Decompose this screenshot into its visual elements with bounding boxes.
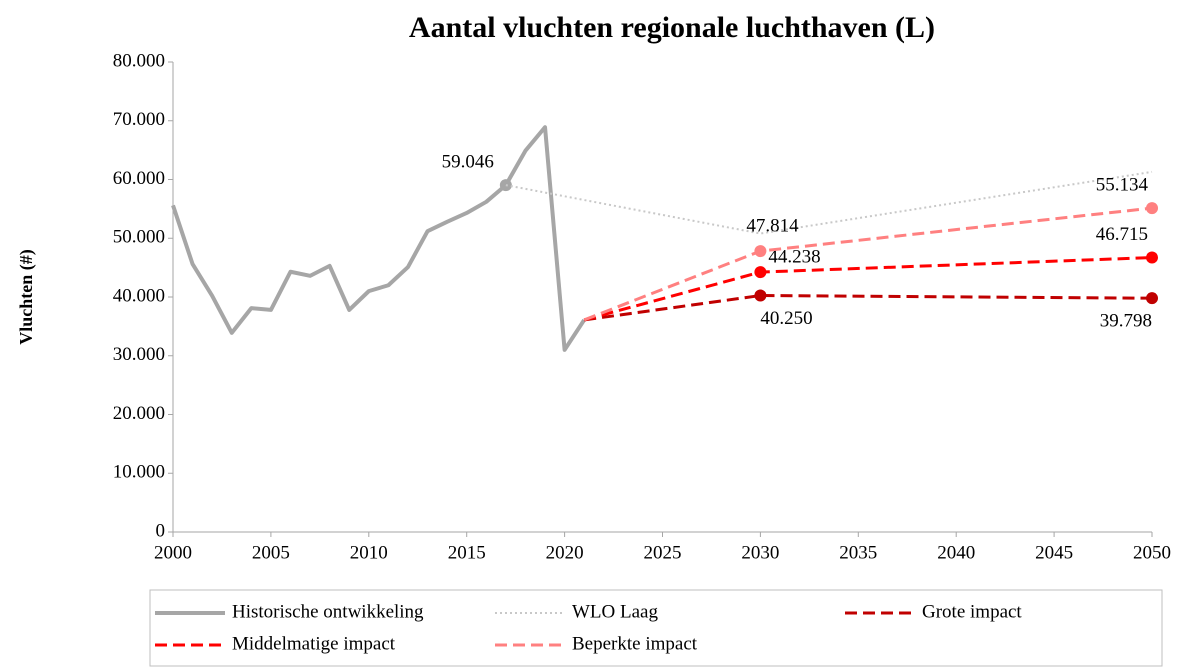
- x-tick-label: 2015: [448, 542, 486, 563]
- y-tick-label: 30.000: [113, 344, 165, 365]
- x-tick-label: 2010: [350, 542, 388, 563]
- legend-box: [149, 589, 1163, 667]
- data-point: [754, 245, 767, 258]
- series-line: [583, 206, 1153, 322]
- y-axis-label: Vluchten (#): [16, 249, 37, 345]
- x-tick-label: 2005: [252, 542, 290, 563]
- series-line: [505, 170, 1153, 235]
- series-line: [583, 256, 1153, 322]
- x-tick-label: 2040: [937, 542, 975, 563]
- data-label: 46.715: [1096, 224, 1148, 245]
- y-tick-label: 70.000: [113, 109, 165, 130]
- y-tick-label: 40.000: [113, 285, 165, 306]
- y-tick-label: 0: [156, 520, 166, 541]
- y-tick-label: 10.000: [113, 462, 165, 483]
- data-label: 59.046: [442, 151, 494, 172]
- x-tick-label: 2025: [644, 542, 682, 563]
- data-label: 39.798: [1100, 311, 1152, 332]
- x-tick-label: 2000: [154, 542, 192, 563]
- data-label: 40.250: [760, 308, 812, 329]
- y-tick-label: 60.000: [113, 168, 165, 189]
- data-label: 47.814: [746, 215, 799, 236]
- x-tick-label: 2035: [839, 542, 877, 563]
- y-tick-label: 50.000: [113, 227, 165, 248]
- data-point: [1146, 292, 1158, 305]
- data-label: 44.238: [768, 246, 820, 267]
- data-label: 55.134: [1096, 174, 1149, 195]
- data-point: [1146, 202, 1158, 215]
- data-point: [1146, 251, 1158, 264]
- x-tick-label: 2030: [741, 542, 779, 563]
- x-tick-label: 2050: [1133, 542, 1171, 563]
- legend-label: WLO Laag: [572, 601, 658, 622]
- legend-label: Grote impact: [922, 601, 1022, 622]
- legend-label: Historische ontwikkeling: [232, 601, 424, 622]
- legend-label: Beperkte impact: [572, 633, 698, 654]
- y-tick-label: 80.000: [113, 50, 165, 71]
- data-point: [754, 266, 767, 279]
- x-tick-label: 2020: [546, 542, 584, 563]
- chart-title: Aantal vluchten regionale luchthaven (L): [409, 11, 935, 44]
- data-point: [754, 289, 767, 302]
- series-line: [171, 125, 586, 352]
- y-tick-label: 20.000: [113, 403, 165, 424]
- legend-label: Middelmatige impact: [232, 633, 396, 654]
- series-line: [583, 294, 1153, 322]
- x-tick-label: 2045: [1035, 542, 1073, 563]
